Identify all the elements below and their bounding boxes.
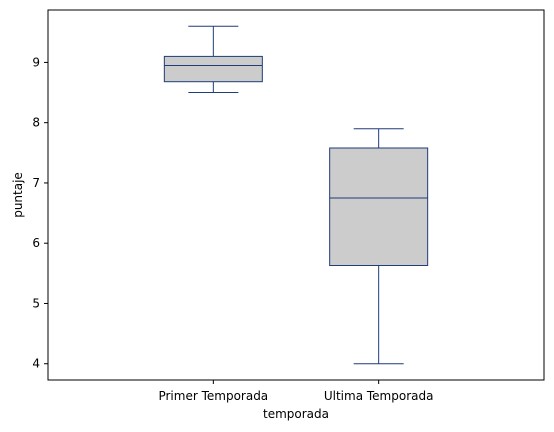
x-tick-label: Primer Temporada bbox=[158, 389, 268, 403]
x-tick-label: Ultima Temporada bbox=[324, 389, 434, 403]
y-axis-ticks: 4 5 6 7 8 9 bbox=[32, 55, 48, 371]
y-tick-label: 5 bbox=[32, 296, 40, 310]
boxes-layer bbox=[163, 25, 429, 365]
x-axis-label: temporada bbox=[263, 407, 329, 421]
y-tick-label: 4 bbox=[32, 357, 40, 371]
iqr-box bbox=[329, 147, 429, 267]
y-tick-label: 8 bbox=[32, 116, 40, 130]
y-axis-label: puntaje bbox=[11, 172, 25, 218]
y-tick-label: 7 bbox=[32, 176, 40, 190]
box-group bbox=[163, 25, 263, 94]
iqr-box bbox=[163, 55, 263, 83]
y-tick-label: 6 bbox=[32, 236, 40, 250]
y-tick-label: 9 bbox=[32, 55, 40, 69]
plot-area bbox=[47, 9, 545, 381]
x-axis-ticks: Primer Temporada Ultima Temporada bbox=[158, 380, 433, 403]
box-group bbox=[329, 128, 429, 365]
